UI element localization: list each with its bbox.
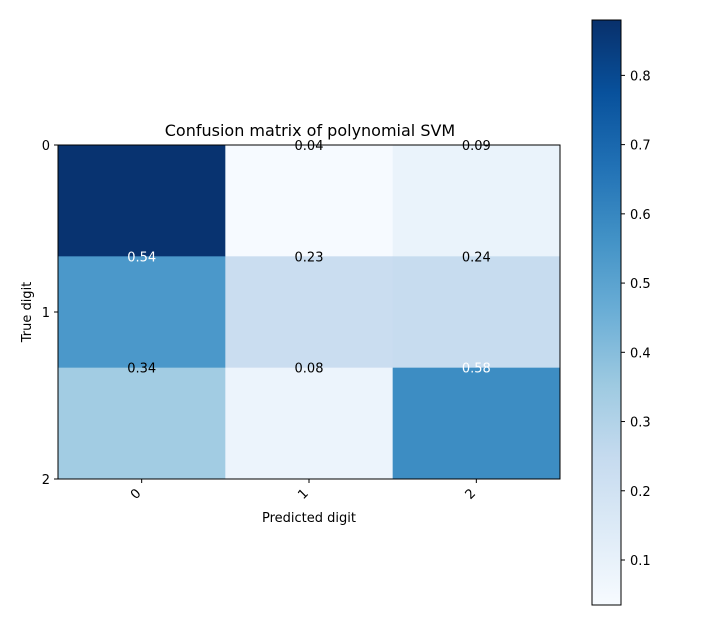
cell-value-label: 0.04 — [295, 139, 324, 154]
colorbar-tick-label: 0.8 — [630, 69, 651, 84]
colorbar-tick-label: 0.7 — [630, 139, 651, 154]
x-axis-label: Predicted digit — [262, 511, 356, 526]
cell-value-label: 0.08 — [295, 362, 324, 377]
y-tick-label: 0 — [42, 139, 50, 154]
x-axis-ticks: 0 1 2 — [128, 479, 479, 503]
y-axis-label: True digit — [20, 282, 35, 344]
colorbar-tick-label: 0.5 — [630, 277, 651, 292]
heatmap-cell — [392, 367, 561, 480]
heatmap-cells — [58, 145, 561, 480]
colorbar-tick-label: 0.3 — [630, 416, 651, 431]
heatmap-cell — [392, 145, 561, 257]
heatmap-cell — [58, 256, 226, 369]
cell-value-label: 0.23 — [295, 250, 324, 265]
heatmap-cell — [225, 367, 394, 480]
cell-value-label: 0.34 — [127, 362, 156, 377]
heatmap-cell — [392, 256, 561, 369]
colorbar-ticks: 0.1 0.2 0.3 0.4 0.5 0.6 0.7 0.8 — [621, 69, 651, 569]
y-axis-ticks: 0 1 2 — [42, 139, 58, 488]
y-tick-label: 2 — [42, 473, 50, 488]
y-tick-label: 1 — [42, 306, 50, 321]
colorbar-tick-label: 0.4 — [630, 346, 651, 361]
x-tick-label: 1 — [295, 486, 311, 502]
heatmap-cell — [58, 145, 226, 257]
chart-title: Confusion matrix of polynomial SVM — [165, 121, 455, 140]
colorbar-tick-label: 0.6 — [630, 208, 651, 223]
cell-value-label: 0.24 — [462, 250, 491, 265]
colorbar-tick-label: 0.1 — [630, 554, 651, 569]
heatmap-cell — [225, 256, 394, 369]
cell-value-label: 0.09 — [462, 139, 491, 154]
cell-value-labels: 0.04 0.09 0.54 0.23 0.24 0.34 0.08 0.58 — [127, 139, 491, 377]
colorbar — [591, 19, 622, 606]
x-tick-label: 0 — [128, 486, 144, 502]
colorbar-tick-label: 0.2 — [630, 485, 651, 500]
cell-value-label: 0.54 — [127, 250, 156, 265]
cell-value-label: 0.58 — [462, 362, 491, 377]
heatmap-cell — [58, 367, 226, 480]
x-tick-label: 2 — [463, 486, 479, 502]
heatmap-cell — [225, 145, 394, 257]
